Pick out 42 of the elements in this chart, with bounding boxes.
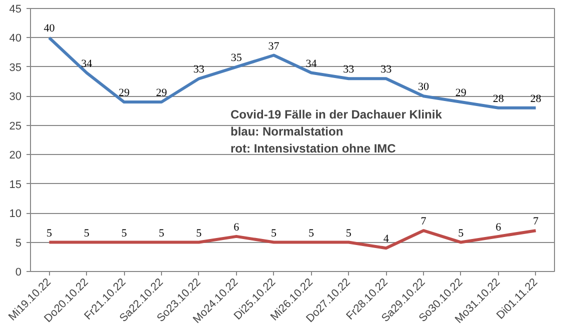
- y-tick-label: 0: [15, 266, 22, 278]
- data-label: 6: [234, 221, 240, 234]
- data-label: 34: [81, 58, 93, 70]
- data-label: 35: [230, 52, 242, 64]
- data-label: 5: [271, 227, 278, 240]
- data-label: 29: [156, 87, 168, 100]
- data-label: 5: [84, 227, 90, 240]
- data-label: 33: [343, 64, 355, 76]
- data-label: 29: [455, 87, 467, 100]
- data-label: 5: [308, 227, 314, 240]
- data-label: 7: [533, 216, 540, 228]
- y-tick-label: 5: [15, 237, 22, 250]
- annotation: blau: Normalstation: [230, 124, 344, 138]
- data-label: 5: [121, 227, 128, 240]
- data-label: 5: [46, 227, 52, 240]
- data-label: 4: [383, 233, 390, 246]
- y-tick-label: 20: [9, 150, 22, 162]
- y-tick-label: 15: [9, 178, 22, 191]
- data-label: 33: [380, 64, 392, 76]
- y-tick-label: 40: [9, 32, 22, 45]
- data-label: 37: [268, 40, 280, 52]
- y-tick-label: 45: [9, 4, 22, 16]
- annotation: rot: Intensivstation ohne IMC: [230, 142, 396, 156]
- data-label: 5: [346, 227, 352, 240]
- data-label: 5: [158, 227, 165, 240]
- y-tick-label: 35: [9, 62, 22, 74]
- data-label: 28: [530, 92, 542, 105]
- data-label: 29: [118, 87, 130, 100]
- data-label: 28: [492, 92, 504, 105]
- y-tick-label: 10: [9, 208, 22, 220]
- annotation: Covid-19 Fälle in der Dachauer Klinik: [230, 108, 442, 122]
- data-label: 5: [196, 227, 202, 240]
- y-tick-label: 25: [9, 120, 22, 132]
- data-label: 5: [458, 227, 464, 240]
- data-label: 40: [44, 22, 56, 35]
- data-label: 6: [496, 221, 502, 234]
- line-series: [48, 229, 538, 250]
- data-label: 34: [306, 58, 318, 70]
- data-label: 30: [418, 81, 430, 94]
- y-tick-label: 30: [9, 91, 22, 104]
- data-label: 33: [193, 64, 205, 76]
- data-label: 7: [420, 216, 427, 228]
